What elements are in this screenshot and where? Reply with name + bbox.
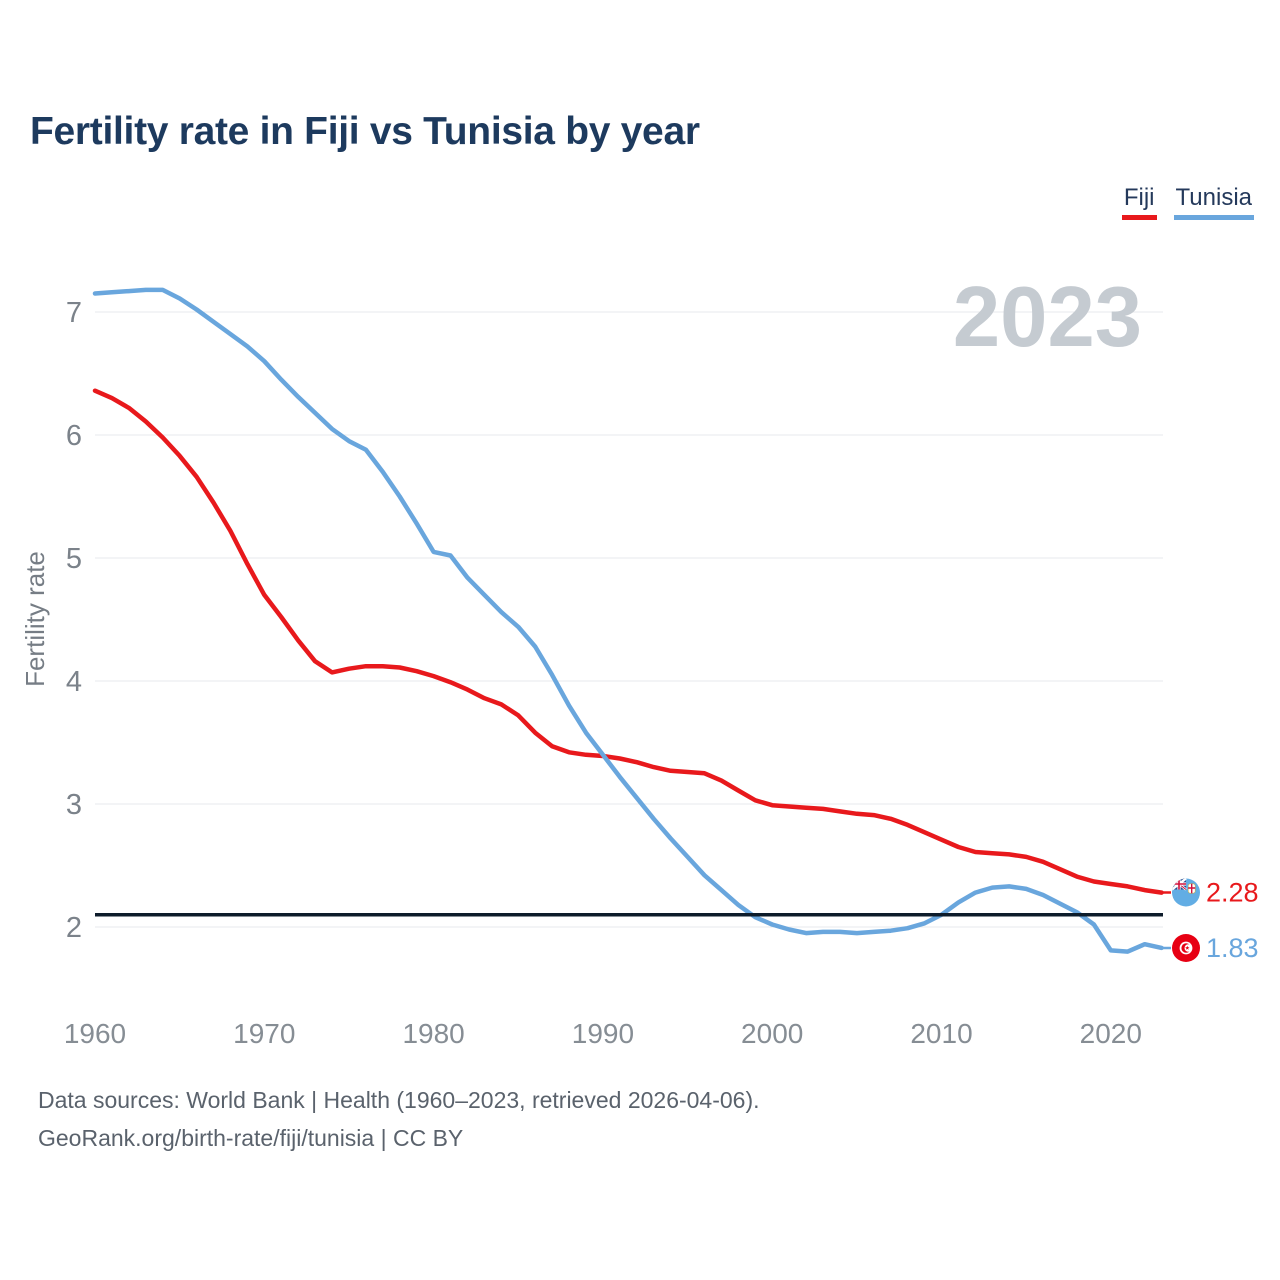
- x-tick-label: 1960: [64, 1018, 126, 1049]
- end-value-fiji: 2.28: [1206, 878, 1259, 908]
- axis-tick-labels: 7 6 5 4 3 2 1960 1970 1980 1990 2000 2010 2020: [64, 297, 1142, 1049]
- footer: Data sources: World Bank | Health (1960–…: [38, 1081, 760, 1157]
- series-line-tunisia[interactable]: [92, 287, 1164, 954]
- x-tick-label: 2020: [1080, 1018, 1142, 1049]
- y-tick-label: 3: [66, 789, 82, 821]
- footer-attribution: GeoRank.org/birth-rate/fiji/tunisia | CC…: [38, 1125, 464, 1151]
- x-tick-label: 1980: [402, 1018, 464, 1049]
- y-axis-title: Fertility rate: [20, 551, 50, 687]
- end-annotations: 2.28 1.83: [1161, 878, 1259, 963]
- y-tick-label: 5: [66, 543, 82, 575]
- y-tick-label: 4: [66, 666, 82, 698]
- fiji-flag-icon: [1172, 878, 1200, 907]
- legend-item-tunisia[interactable]: Tunisia: [1173, 184, 1254, 220]
- x-tick-label: 1970: [233, 1018, 295, 1049]
- footer-sources: Data sources: World Bank | Health (1960–…: [38, 1087, 760, 1113]
- end-value-tunisia: 1.83: [1206, 933, 1259, 963]
- x-tick-label: 2000: [741, 1018, 803, 1049]
- page-title: Fertility rate in Fiji vs Tunisia by yea…: [30, 110, 700, 153]
- y-tick-label: 6: [66, 420, 82, 452]
- x-tick-label: 1990: [572, 1018, 634, 1049]
- y-tick-label: 7: [66, 297, 82, 329]
- watermark-year: 2023: [953, 270, 1142, 365]
- gridlines: [95, 311, 1163, 928]
- tunisia-flag-icon: [1172, 934, 1200, 962]
- legend: Fiji Tunisia: [1121, 184, 1254, 220]
- x-tick-label: 2010: [910, 1018, 972, 1049]
- series-line-fiji[interactable]: [92, 388, 1164, 895]
- y-tick-label: 2: [66, 912, 82, 944]
- series-lines: [92, 287, 1164, 954]
- legend-item-fiji[interactable]: Fiji: [1121, 184, 1157, 220]
